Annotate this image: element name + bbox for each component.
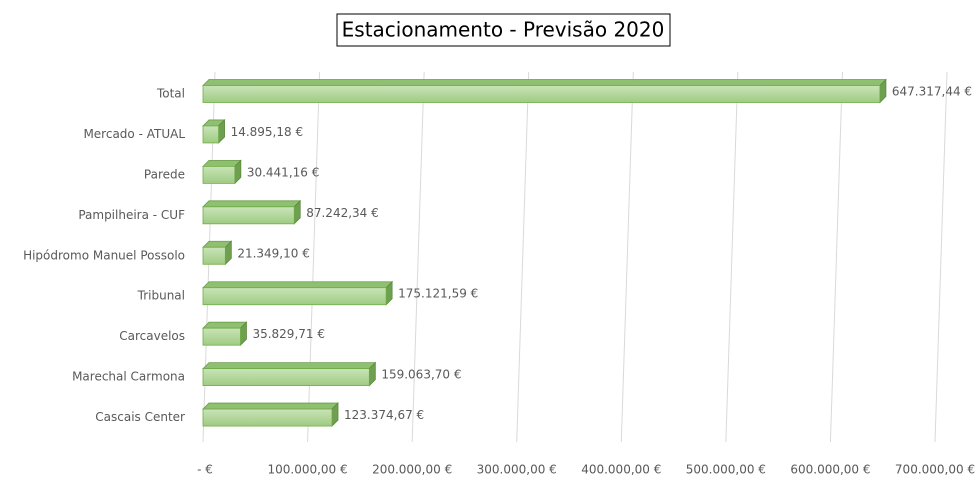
grid-line [934, 71, 948, 443]
bar-top [202, 79, 887, 86]
value-label: 123.374,67 € [344, 408, 424, 422]
bar [202, 85, 881, 103]
y-tick-label: Cascais Center [95, 410, 185, 424]
value-label: 87.242,34 € [306, 206, 379, 220]
value-label: 175.121,59 € [398, 287, 478, 301]
bar [202, 327, 241, 346]
bar [202, 287, 387, 306]
chart-title: Estacionamento - Previsão 2020 [342, 18, 665, 42]
x-tick-label: 400.000,00 € [581, 463, 661, 477]
y-tick-label: Parede [144, 167, 185, 181]
grid-line [411, 71, 425, 443]
bar-top [202, 402, 339, 410]
y-tick-label: Pampilheira - CUF [78, 208, 185, 222]
grid-line [620, 71, 634, 443]
grid-line [725, 71, 739, 443]
bar-top [202, 200, 302, 208]
x-tick-label: 200.000,00 € [372, 463, 452, 477]
bar [202, 246, 226, 265]
bar-top [202, 321, 248, 329]
title-box [336, 13, 671, 47]
bar [202, 408, 333, 427]
bar [202, 165, 236, 184]
value-label: 30.441,16 € [247, 165, 320, 179]
y-tick-label: Mercado - ATUAL [83, 127, 185, 141]
y-tick-label: Total [156, 87, 185, 101]
value-label: 647.317,44 € [892, 85, 972, 99]
x-tick-label: 500.000,00 € [686, 463, 766, 477]
y-tick-label: Tribunal [137, 289, 185, 303]
bar-top [202, 362, 377, 370]
bar [202, 206, 295, 225]
x-tick-label: 700.000,00 € [895, 463, 975, 477]
x-tick-label: - € [197, 463, 213, 477]
value-label: 35.829,71 € [252, 327, 325, 341]
bar [202, 125, 219, 144]
x-tick-label: 600.000,00 € [790, 463, 870, 477]
plot-area: - € 100.000,00 € 200.000,00 € 300.000,00 € 4… [23, 71, 975, 477]
grid-line [829, 71, 843, 443]
y-tick-label: Hipódromo Manuel Possolo [23, 248, 185, 262]
value-label: 159.063,70 € [381, 368, 461, 382]
x-tick-label: 100.000,00 € [267, 463, 347, 477]
grid-line [516, 71, 530, 443]
y-tick-label: Marechal Carmona [72, 370, 185, 384]
y-tick-label: Carcavelos [119, 329, 185, 343]
bar-top [202, 159, 242, 167]
x-tick-label: 300.000,00 € [477, 463, 557, 477]
value-label: 21.349,10 € [237, 246, 310, 260]
bar [202, 368, 370, 387]
value-label: 14.895,18 € [231, 125, 304, 139]
bar-top [202, 281, 394, 289]
